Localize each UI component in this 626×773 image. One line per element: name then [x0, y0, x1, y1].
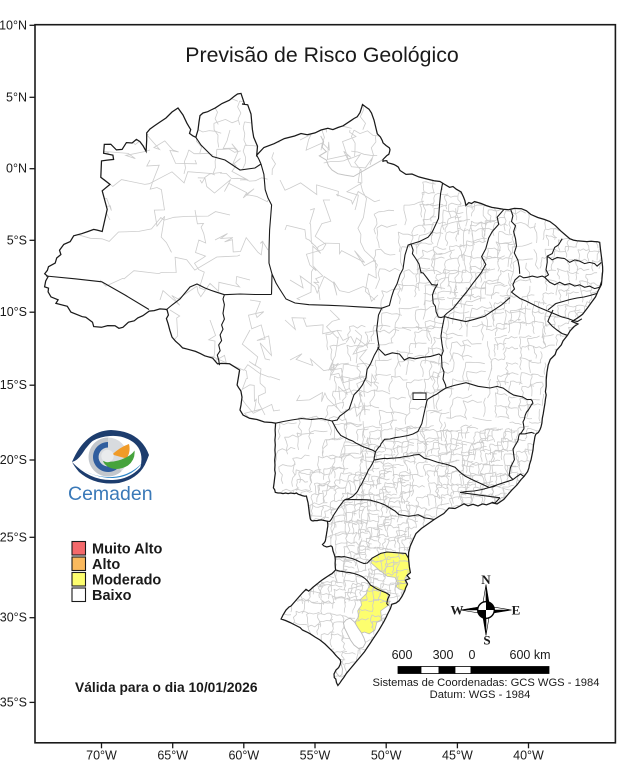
svg-text:N: N [481, 572, 491, 587]
svg-text:40°W: 40°W [513, 749, 544, 763]
svg-text:5°S: 5°S [7, 233, 27, 247]
svg-text:Sistemas de Coordenadas: GCS W: Sistemas de Coordenadas: GCS WGS - 1984 [373, 677, 600, 689]
svg-text:45°W: 45°W [442, 749, 473, 763]
svg-text:5°N: 5°N [6, 90, 27, 104]
svg-text:600 km: 600 km [510, 648, 551, 662]
svg-text:10°N: 10°N [0, 18, 27, 32]
svg-text:20°S: 20°S [0, 453, 27, 467]
svg-text:0: 0 [469, 648, 476, 662]
svg-text:Moderado: Moderado [92, 573, 161, 589]
svg-text:Baixo: Baixo [92, 588, 132, 604]
svg-text:15°S: 15°S [0, 378, 27, 392]
svg-text:50°W: 50°W [371, 749, 402, 763]
svg-text:Muito Alto: Muito Alto [92, 542, 162, 558]
svg-text:E: E [512, 603, 521, 618]
svg-text:65°W: 65°W [157, 749, 188, 763]
svg-text:30°S: 30°S [0, 611, 27, 625]
svg-text:35°S: 35°S [0, 695, 27, 709]
svg-text:S: S [483, 633, 490, 648]
svg-text:600: 600 [392, 648, 413, 662]
svg-text:Válida para o dia 10/01/2026: Válida para o dia 10/01/2026 [75, 680, 258, 695]
svg-text:60°W: 60°W [228, 749, 259, 763]
svg-text:300: 300 [433, 648, 454, 662]
svg-text:Previsão de Risco Geológico: Previsão de Risco Geológico [185, 43, 458, 67]
svg-text:Alto: Alto [92, 557, 120, 573]
svg-text:55°W: 55°W [300, 749, 331, 763]
svg-text:10°S: 10°S [0, 305, 27, 319]
svg-text:W: W [451, 603, 464, 618]
svg-text:0°N: 0°N [6, 162, 27, 176]
svg-text:25°S: 25°S [0, 530, 27, 544]
svg-text:Datum: WGS - 1984: Datum: WGS - 1984 [430, 689, 531, 701]
svg-text:Cemaden: Cemaden [68, 483, 153, 505]
svg-text:70°W: 70°W [86, 749, 117, 763]
